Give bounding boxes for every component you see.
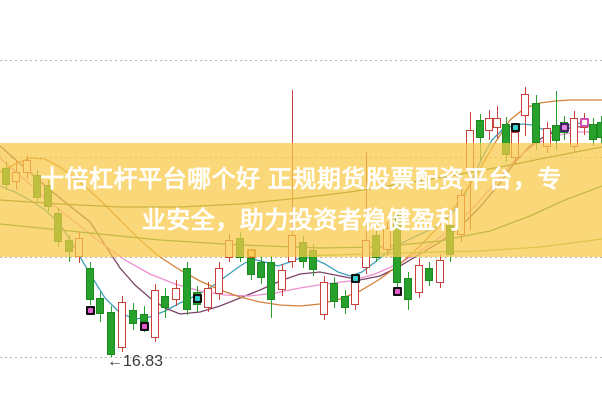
candle-body-up — [215, 268, 223, 294]
banner-text-line-2: 业安全，助力投资者稳健盈利 — [141, 207, 461, 234]
candle-body-down — [267, 262, 275, 300]
candle-body-down — [257, 262, 265, 278]
candle-body-up — [436, 260, 444, 283]
gridline — [0, 60, 602, 61]
candle-body-down — [552, 125, 560, 141]
signal-marker-dot — [194, 295, 200, 301]
signal-marker-dot — [394, 288, 400, 294]
candle-body-down — [183, 268, 191, 310]
promo-overlay-banner: 十倍杠杆平台哪个好 正规期货股票配资平台，专 业安全，助力投资者稳健盈利 — [0, 143, 602, 257]
signal-marker-mg — [579, 117, 589, 127]
candle-body-up — [278, 270, 286, 290]
candle-body-down — [129, 310, 137, 324]
signal-marker-bm — [85, 305, 95, 315]
candle-body-up — [521, 94, 529, 116]
signal-marker-bc — [510, 122, 520, 132]
candle-body-up — [118, 302, 126, 348]
candle-body-down — [96, 298, 104, 314]
low-price-label: ←16.83 — [107, 353, 164, 370]
signal-marker-dot — [141, 323, 147, 329]
candle-body-up — [485, 118, 493, 131]
candle-body-down — [107, 312, 115, 355]
signal-marker-dot — [581, 119, 587, 125]
signal-marker-bm — [139, 321, 149, 331]
signal-marker-bc — [350, 273, 360, 283]
candle-body-up — [204, 288, 212, 308]
candle-body-down — [341, 296, 349, 308]
signal-marker-dot — [352, 275, 358, 281]
candle-body-down — [330, 283, 338, 302]
candle-body-down — [86, 268, 94, 300]
banner-text-line-1: 十倍杠杆平台哪个好 正规期货股票配资平台，专 — [40, 166, 562, 193]
candle-body-down — [247, 258, 255, 275]
candle-body-down — [532, 103, 540, 143]
candle-body-down — [140, 314, 148, 322]
signal-marker-dot — [87, 307, 93, 313]
signal-marker-bm — [392, 286, 402, 296]
candle-body-down — [404, 278, 412, 300]
candle-body-up — [415, 265, 423, 293]
signal-marker-pu — [559, 122, 569, 132]
gridline — [0, 357, 602, 358]
candle-body-up — [172, 288, 180, 300]
candle-body-up — [151, 290, 159, 338]
signal-marker-dot — [512, 124, 518, 130]
signal-marker-dot — [561, 124, 567, 130]
candle-body-up — [320, 282, 328, 315]
candle-body-up — [351, 280, 359, 305]
candle-wick — [556, 91, 557, 150]
candle-body-down — [476, 120, 484, 138]
signal-marker-bc — [192, 293, 202, 303]
candle-body-down — [425, 268, 433, 281]
candle-body-down — [597, 122, 602, 138]
candle-body-down — [161, 296, 169, 308]
candle-body-up — [493, 118, 501, 128]
candle-body-down — [589, 124, 597, 140]
